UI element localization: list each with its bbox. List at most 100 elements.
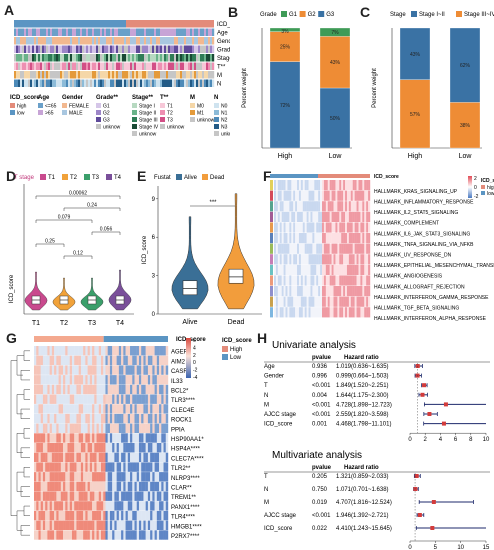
heatmap-cell [152,462,155,472]
annotation-cell [182,62,185,70]
heatmap-cell [352,222,355,233]
heatmap-cell [295,222,298,233]
legend-swatch [96,103,101,108]
heatmap-cell [335,286,338,297]
annotation-cell [194,54,197,62]
heatmap-cell [34,520,37,530]
bar-segment [319,36,351,89]
heatmap-cell [54,452,57,463]
heatmap-cell [141,481,144,492]
row-hazard-ratio: 4.728(1.898~12.723) [336,402,392,408]
heatmap-cell [78,413,82,424]
heatmap-cell [121,452,124,463]
annotation-cell [162,79,165,87]
annotation-cell [74,79,77,87]
heatmap-cell [161,346,164,356]
annotation-cell [40,54,43,62]
heatmap-cell [141,346,144,356]
annotation-cell [116,45,119,53]
annotation-cell [24,62,27,70]
heatmap-cell [63,443,66,453]
heatmap-cell [56,365,59,375]
annotation-cell [74,37,77,45]
heatmap-cell [141,404,144,414]
heatmap-cell [125,452,128,463]
heatmap-cell [112,433,115,443]
heatmap-cell [98,491,102,501]
heatmap-cell [65,404,68,414]
p-value-label: 0.00062 [69,191,87,197]
heatmap-cell [350,275,353,286]
heatmap-cell [45,375,48,385]
heatmap-cell [40,501,44,511]
heatmap-cell [56,384,59,395]
heatmap-cell [348,180,351,191]
heatmap-cell [337,243,340,254]
annotation-cell [102,28,105,36]
annotation-cell [178,79,181,87]
annotation-cell [196,28,199,36]
heatmap-cell [304,254,307,265]
heatmap-cell [34,404,37,414]
heatmap-cell [38,365,41,375]
heatmap-cell [136,413,140,424]
annotation-cell [168,62,171,70]
heatmap-cell [98,501,102,511]
heatmap-cell [103,481,106,492]
annotation-cell [166,28,169,36]
legend-swatch [62,110,67,115]
annotation-cell [208,62,211,70]
annotation-cell [34,79,37,87]
heatmap-cell [42,491,46,501]
heatmap-cell [78,462,82,472]
annotation-cell [172,62,175,70]
heatmap-cell [125,384,128,395]
heatmap-cell [329,264,332,275]
annotation-cell [132,79,135,87]
heatmap-cell [161,530,164,540]
heatmap-cell [360,190,363,201]
annotation-cell [76,79,79,87]
heatmap-cell [274,201,277,212]
heatmap-cell [362,222,365,233]
row-color-strip [270,254,273,265]
annotation-cell [138,45,141,53]
heatmap-cell [83,394,86,404]
hr-point [430,526,435,530]
legend-title: Fustat [154,175,171,181]
heatmap-cell [152,443,155,453]
annotation-cell [116,62,119,70]
heatmap-cell [277,180,280,191]
heatmap-cell [295,233,298,244]
heatmap-cell [360,307,363,318]
heatmap-cell [306,211,309,222]
heatmap-cell [289,243,292,254]
heatmap-cell [279,222,282,233]
heatmap-cell [109,346,113,356]
annotation-cell [84,28,87,36]
annotation-cell [106,37,109,45]
heatmap-cell [159,530,162,540]
heatmap-cell [125,413,128,424]
annotation-cell [100,71,103,79]
annotation-cell [156,37,159,45]
heatmap-cell [138,423,142,433]
annotation-cell [22,62,25,70]
panel-label-f: F [263,168,272,184]
heatmap-cell [343,307,346,318]
heatmap-cell [350,233,353,244]
annotation-cell [194,79,197,87]
heatmap-cell [127,433,131,443]
heatmap-cell [51,510,55,521]
heatmap-cell [310,254,313,265]
heatmap-cell [145,355,149,366]
heatmap-cell [67,365,70,375]
heatmap-cell [83,520,86,530]
heatmap-cell [138,355,142,366]
annotation-cell [56,37,59,45]
heatmap-cell [69,491,73,501]
annotation-cell [42,62,45,70]
annotation-cell [22,45,25,53]
heatmap-cell [89,355,93,366]
heatmap-cell [74,520,77,530]
